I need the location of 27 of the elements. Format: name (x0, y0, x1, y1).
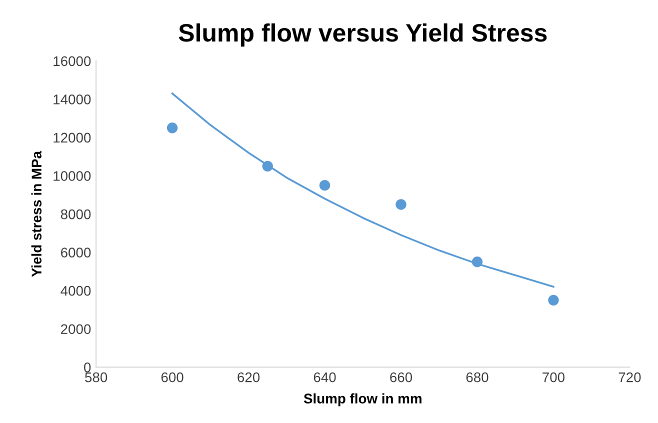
x-tick-label: 720 (618, 372, 641, 382)
point (472, 256, 483, 268)
x-axis-title: Slump flow in mm (304, 393, 422, 406)
x-tick-label: 700 (542, 372, 565, 382)
y-tick-label: 0 (84, 362, 91, 372)
y-axis-title: Yield stress in MPa (31, 150, 42, 277)
y-tick-label: 12000 (54, 132, 91, 143)
point (319, 180, 330, 191)
line-series (171, 92, 554, 288)
y-tick-label: 10000 (54, 171, 91, 181)
x-tick-label: 660 (390, 372, 412, 382)
y-tick-label: 14000 (54, 94, 91, 104)
x-tick-label: 680 (466, 372, 488, 382)
x-tick-label: 580 (85, 372, 108, 382)
x-tick-label: 620 (238, 372, 260, 382)
point (396, 199, 406, 210)
y-tick-label: 16000 (54, 56, 91, 66)
y-tick-label: 6000 (61, 248, 91, 258)
y-tick-label: 4000 (60, 286, 91, 296)
chart-title: Slump flow versus Yield Stress (178, 23, 547, 47)
x-tick-label: 640 (314, 372, 336, 382)
point (548, 294, 559, 306)
x-tick-label: 600 (161, 372, 184, 382)
y-tick-label: 2000 (61, 324, 91, 334)
point (166, 122, 178, 134)
y-tick-label: 8000 (60, 209, 91, 220)
point (262, 160, 273, 172)
